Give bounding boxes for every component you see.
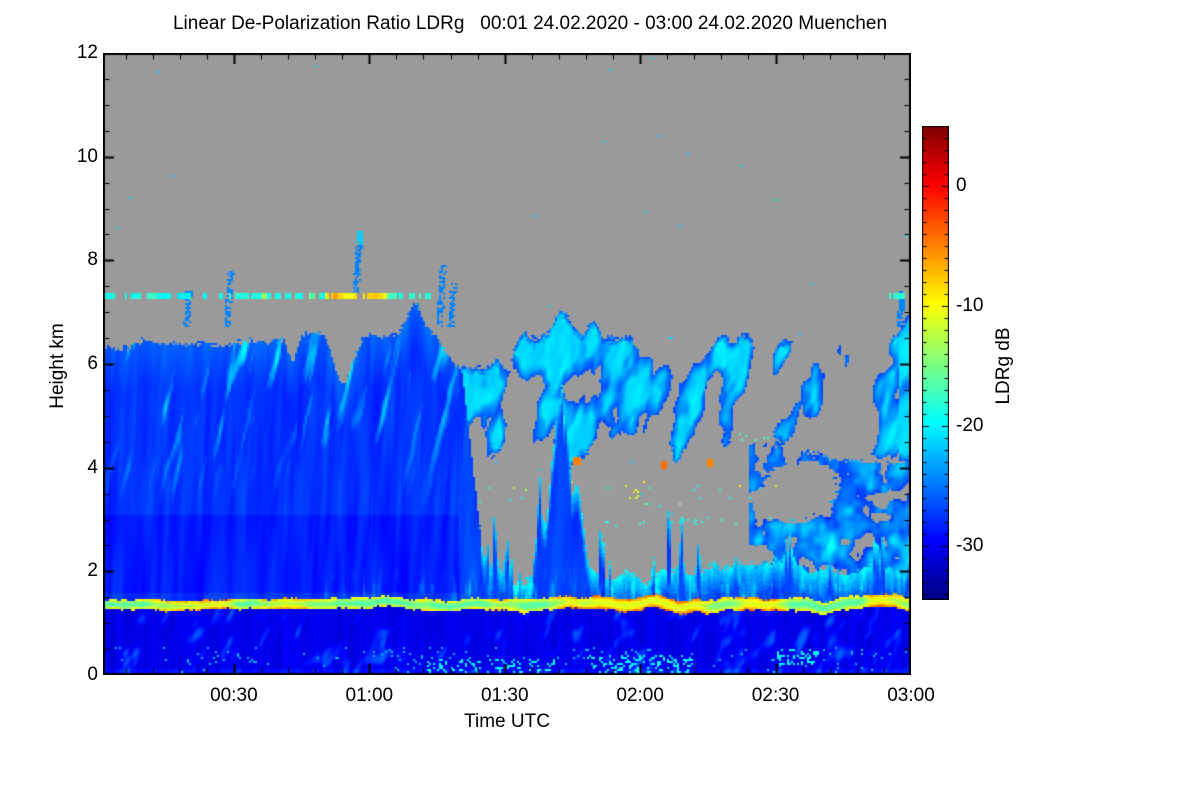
colorbar-label: LDRg dB: [993, 327, 1014, 405]
x-tick-label: 00:30: [210, 685, 258, 706]
y-tick-label: 12: [76, 42, 98, 63]
x-tick-label: 02:00: [616, 685, 664, 706]
y-tick-label: 0: [87, 664, 98, 685]
x-tick-label: 01:00: [345, 685, 394, 706]
colorbar-tick-label: -30: [956, 535, 984, 556]
y-tick-label: 2: [87, 560, 98, 582]
colorbar-tick-label: 0: [956, 175, 967, 196]
y-tick-label: 8: [87, 249, 98, 271]
y-axis-label: Height km: [47, 323, 68, 409]
x-tick-label: 01:30: [480, 685, 529, 706]
colorbar-tick-label: -20: [956, 415, 984, 436]
colorbar-tick-label: -10: [956, 295, 984, 316]
x-axis-label: Time UTC: [464, 711, 550, 732]
heatmap-plot: [103, 53, 911, 675]
y-tick-label: 4: [87, 456, 98, 478]
chart-title: Linear De-Polarization Ratio LDRg 00:01 …: [172, 13, 888, 34]
y-tick-label: 6: [87, 353, 98, 374]
x-tick-label: 03:00: [887, 685, 935, 706]
y-tick-label: 10: [76, 145, 98, 167]
x-tick-label: 02:30: [751, 685, 800, 706]
colorbar: [922, 126, 949, 600]
